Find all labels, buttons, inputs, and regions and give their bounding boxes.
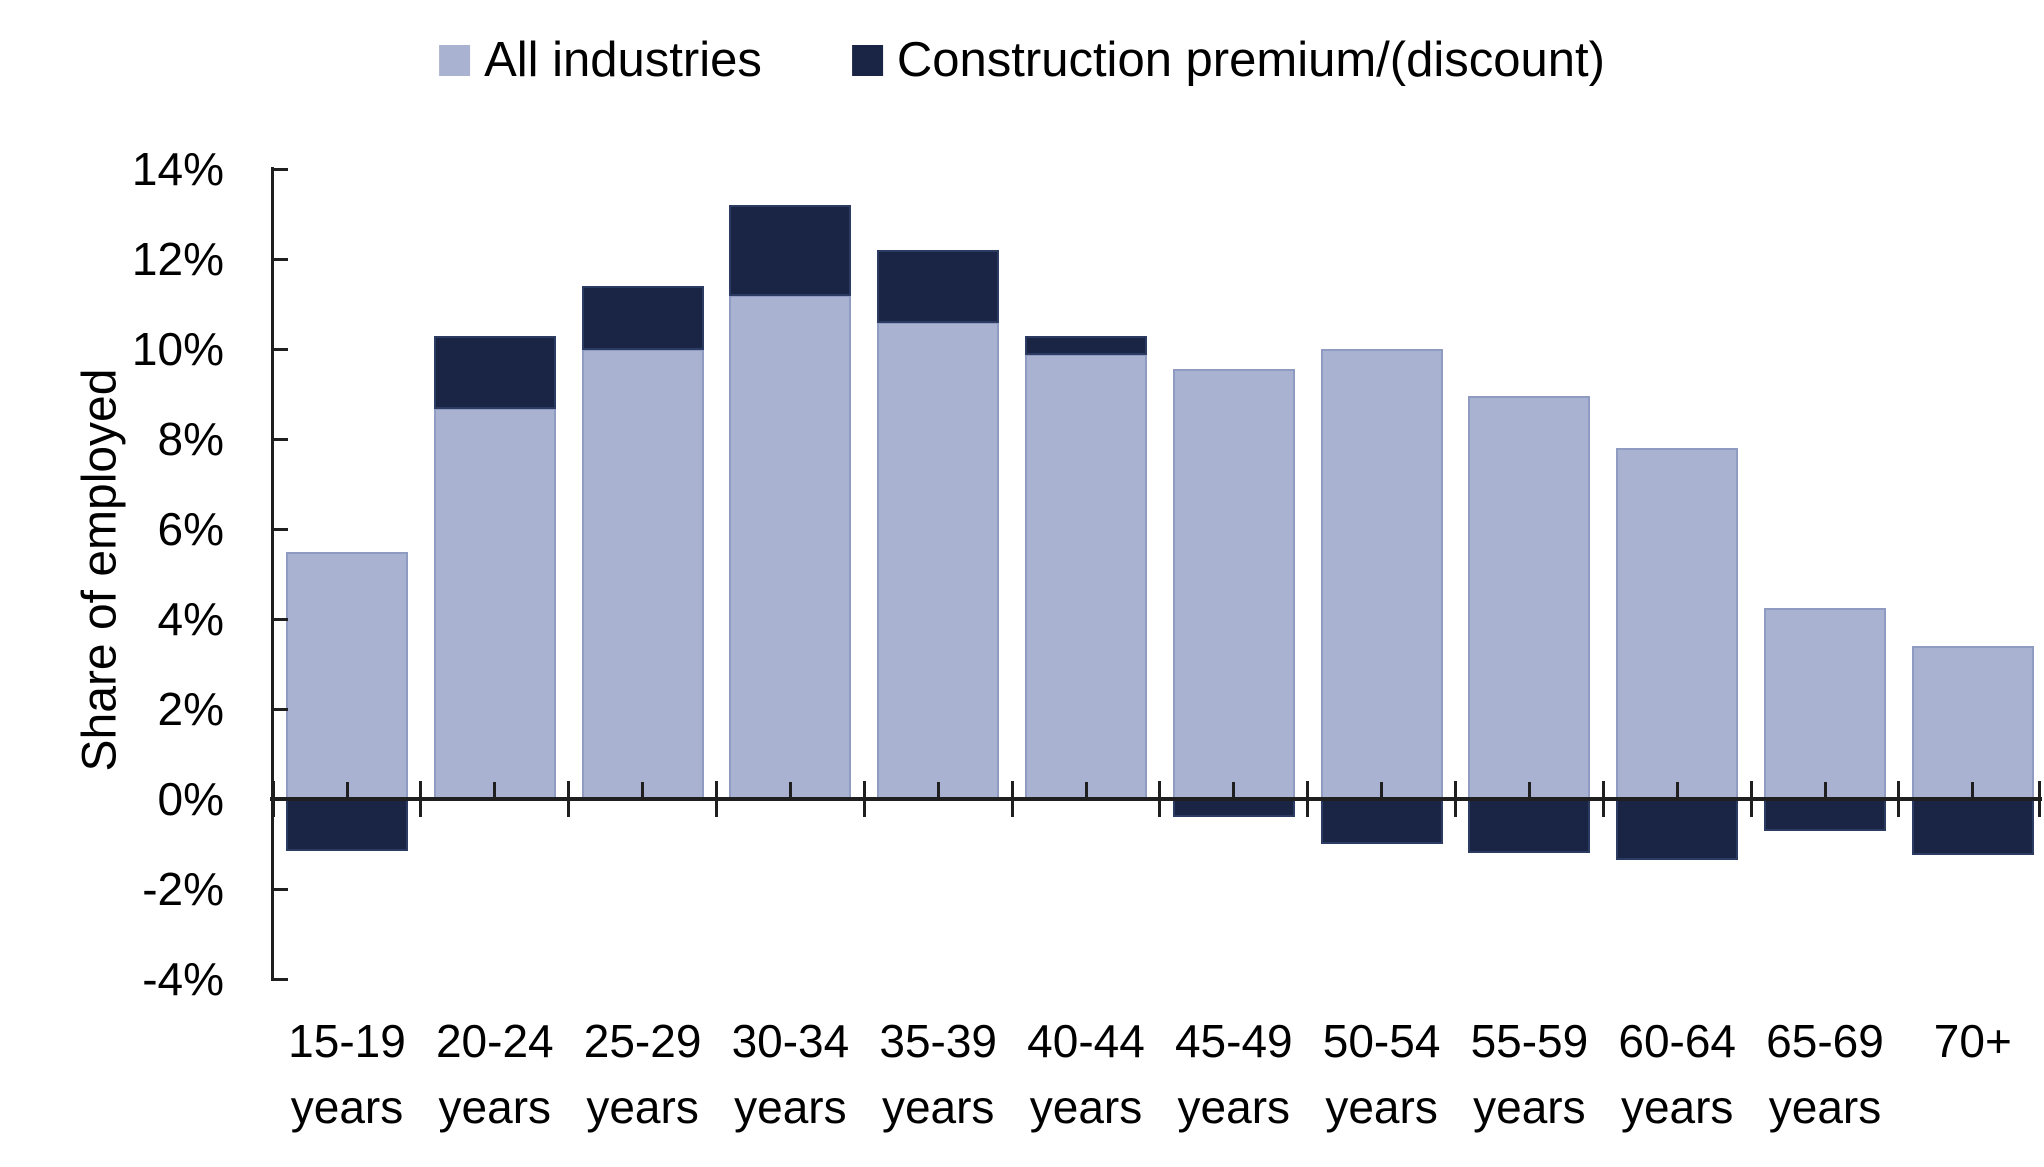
x-axis-center-tick (1084, 782, 1088, 797)
x-axis-center-tick (1675, 782, 1679, 797)
x-axis-center-tick (1232, 782, 1236, 797)
bar-segment-all-industries (877, 322, 1000, 801)
bar-segment-all-industries (1172, 369, 1295, 801)
bar-segment-construction-discount (286, 798, 408, 851)
bar-segment-construction-discount (1911, 798, 2034, 856)
x-axis-category-label: 45-49 years (1174, 1015, 1293, 1133)
legend: All industries Construction premium/(dis… (439, 30, 1605, 90)
bar-segment-all-industries (1911, 646, 2034, 801)
y-axis-tick (272, 437, 288, 441)
x-axis-category-label: 60-64 years (1618, 1015, 1737, 1133)
y-axis-tick-label: 8% (157, 413, 224, 465)
x-axis-center-tick (641, 782, 645, 797)
bar-segment-all-industries (1764, 607, 1886, 801)
x-axis-boundary-tick (419, 781, 423, 817)
x-axis-center-tick (493, 782, 497, 797)
x-axis-boundary-tick (715, 781, 718, 817)
x-axis-boundary-tick (1010, 781, 1014, 817)
y-axis-tick (272, 527, 288, 531)
x-axis-boundary-tick (1454, 781, 1457, 817)
x-axis-category-label: 70+ (1933, 1015, 2012, 1067)
y-axis-tick (272, 887, 288, 891)
bar-segment-all-industries (1320, 349, 1443, 801)
y-axis-tick (272, 617, 288, 621)
x-axis-center-tick (936, 782, 940, 797)
bar-segment-all-industries (1025, 353, 1147, 801)
y-axis-tick-label: 12% (131, 233, 224, 285)
bar-segment-construction-discount (1764, 798, 1886, 831)
bar-segment-all-industries (581, 349, 704, 801)
y-axis-line (270, 167, 274, 981)
x-axis-center-tick (1380, 782, 1384, 797)
legend-item-all-industries: All industries (439, 30, 762, 90)
y-axis-tick-label: 2% (157, 683, 224, 735)
legend-swatch-construction-premium (851, 44, 883, 76)
x-axis-boundary-tick (2037, 781, 2041, 817)
x-axis-category-label: 65-69 years (1766, 1015, 1884, 1133)
bar-segment-construction-premium (877, 250, 1000, 323)
x-axis-boundary-tick (1306, 781, 1310, 817)
x-axis-category-label: 40-44 years (1027, 1015, 1145, 1133)
legend-swatch-all-industries (439, 44, 471, 76)
x-axis-line (270, 797, 2042, 801)
x-axis-center-tick (345, 782, 349, 797)
x-axis-category-label: 20-24 years (435, 1015, 554, 1133)
x-axis-center-tick (1971, 782, 1975, 797)
x-axis-boundary-tick (1749, 781, 1753, 817)
bar-segment-construction-premium (581, 286, 704, 350)
bar-segment-all-industries (1468, 396, 1591, 801)
legend-label-construction-premium: Construction premium/(discount) (896, 33, 1605, 87)
bar-segment-construction-discount (1468, 798, 1591, 853)
y-axis-tick-label: 10% (131, 323, 224, 375)
x-axis-category-label: 50-54 years (1322, 1015, 1441, 1133)
y-axis-tick (272, 347, 288, 351)
bar-segment-construction-premium (729, 205, 852, 296)
x-axis-boundary-tick (1897, 781, 1901, 817)
bar-segment-all-industries (1616, 448, 1739, 801)
y-axis-tick-label: 4% (157, 593, 224, 645)
y-axis-tick-label: 14% (131, 143, 224, 195)
y-axis-tick (272, 257, 288, 261)
x-axis-boundary-tick (1601, 781, 1605, 817)
x-axis-category-label: 55-59 years (1470, 1015, 1589, 1133)
y-axis-tick (272, 167, 288, 171)
y-axis-tick-label: -4% (142, 953, 224, 1005)
bar-segment-construction-premium (1025, 335, 1147, 355)
x-axis-category-label: 25-29 years (583, 1015, 702, 1133)
x-axis-center-tick (1527, 782, 1531, 797)
bar-segment-all-industries (286, 551, 408, 801)
y-axis-tick-label: -2% (142, 863, 224, 915)
y-axis-tick-label: 6% (157, 503, 224, 555)
bar-segment-construction-discount (1320, 798, 1443, 844)
y-axis-tick (272, 797, 288, 801)
x-axis-boundary-tick (567, 781, 571, 817)
legend-label-all-industries: All industries (484, 33, 762, 87)
x-axis-boundary-tick (862, 781, 866, 817)
bar-segment-all-industries (729, 295, 852, 801)
y-axis-tick-label: 0% (157, 773, 224, 825)
x-axis-center-tick (1823, 782, 1827, 797)
bar-segment-all-industries (433, 407, 556, 801)
x-axis-center-tick (788, 782, 792, 797)
y-axis-tick (272, 977, 288, 981)
x-axis-category-label: 15-19 years (288, 1015, 406, 1133)
x-axis-boundary-tick (1158, 781, 1162, 817)
x-axis-category-label: 35-39 years (879, 1015, 998, 1133)
bar-segment-construction-discount (1616, 798, 1739, 860)
y-axis-tick (272, 707, 288, 711)
legend-item-construction-premium: Construction premium/(discount) (851, 30, 1605, 90)
x-axis-category-label: 30-34 years (731, 1015, 850, 1133)
bar-segment-construction-premium (433, 335, 556, 409)
